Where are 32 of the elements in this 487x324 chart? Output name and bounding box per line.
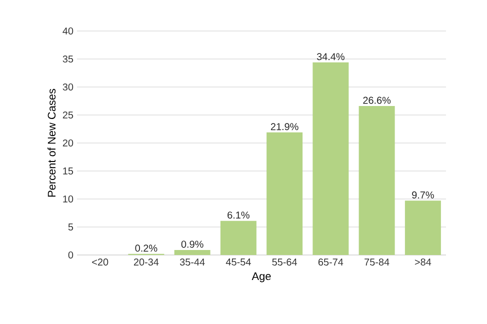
x-axis-title: Age <box>252 272 271 282</box>
data-label: 6.1% <box>228 212 250 219</box>
data-label: 34.4% <box>316 53 344 60</box>
y-axis-title: Percent of New Cases <box>48 88 56 197</box>
y-tick-label: 10 <box>63 195 74 203</box>
x-tick-label: 35-44 <box>180 258 205 266</box>
x-tick-label: 75-84 <box>364 258 390 266</box>
bar <box>312 62 349 255</box>
x-tick-label: 20-34 <box>134 258 159 266</box>
x-tick-label: 55-64 <box>272 258 298 266</box>
y-tick-label: 25 <box>62 111 74 119</box>
bar <box>404 200 441 255</box>
data-label: 21.9% <box>270 123 298 130</box>
y-tick-label: 5 <box>68 224 74 230</box>
data-label: 0.2% <box>135 244 158 252</box>
y-tick-label: 15 <box>63 168 74 174</box>
data-label: 0.9% <box>181 240 204 248</box>
y-tick-label: 40 <box>62 27 74 35</box>
y-tick-label: 20 <box>62 139 74 147</box>
bar <box>220 220 256 255</box>
y-tick-label: 0 <box>68 251 74 259</box>
bar <box>266 132 303 255</box>
x-tick-label: >84 <box>414 258 432 266</box>
x-tick-label: 45-54 <box>226 258 251 266</box>
bar <box>174 250 210 255</box>
x-tick-label: 65-74 <box>318 258 344 266</box>
data-label: 9.7% <box>412 191 434 198</box>
y-tick-label: 30 <box>62 83 74 91</box>
bar <box>358 106 395 255</box>
x-tick-label: <20 <box>92 258 108 266</box>
data-label: 26.6% <box>363 96 391 104</box>
y-tick-label: 35 <box>62 55 74 63</box>
